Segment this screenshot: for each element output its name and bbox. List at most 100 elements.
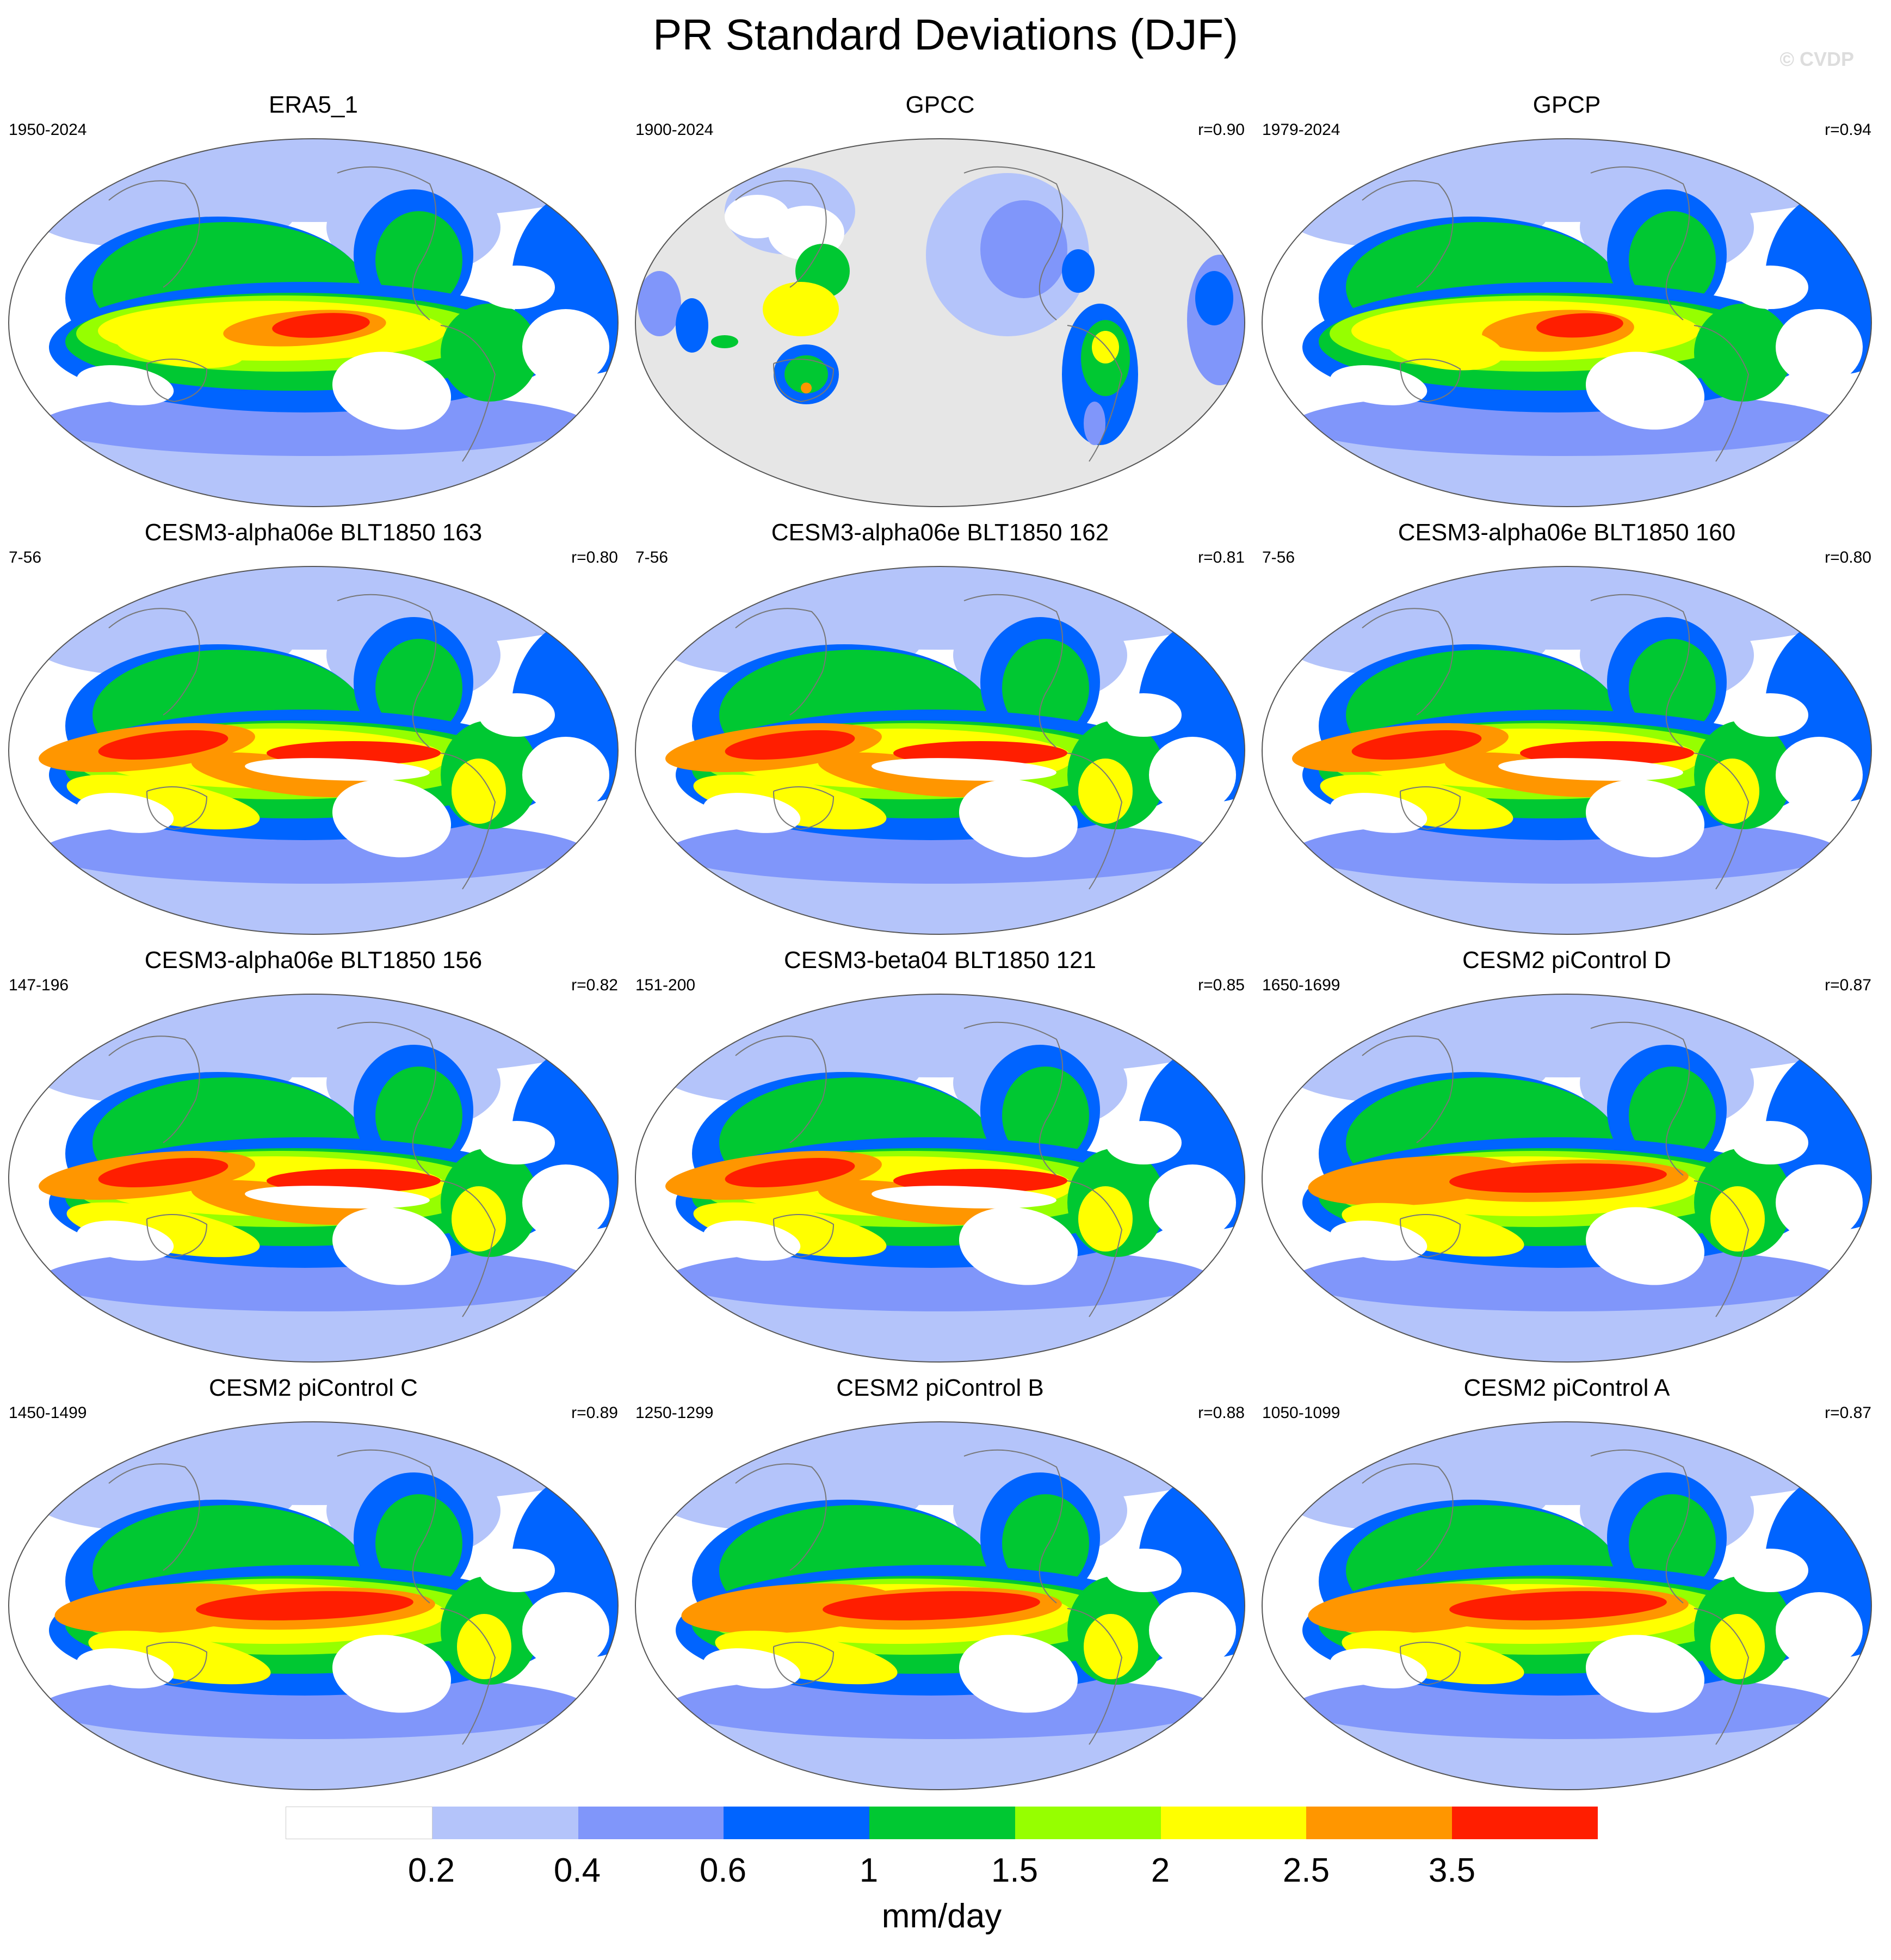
- dry-zone: [1585, 1207, 1705, 1285]
- precip-contour: [375, 1494, 462, 1592]
- coastline: [146, 1214, 208, 1258]
- colorbar-tick-label: 0.4: [553, 1852, 601, 1889]
- precip-contour: [457, 1614, 511, 1679]
- dry-zone: [959, 1207, 1078, 1285]
- dry-zone: [1732, 1121, 1808, 1164]
- precip-contour: [1342, 1203, 1524, 1257]
- coastlines: [1362, 166, 1750, 462]
- precip-contour: [1629, 1494, 1716, 1592]
- precip-contour: [1629, 1067, 1716, 1164]
- coastline: [1590, 1021, 1690, 1176]
- precip-contour: [1195, 271, 1233, 325]
- precip-contour: [1295, 818, 1839, 884]
- panel-correlation: r=0.82: [571, 976, 618, 994]
- map-panel: CESM3-alpha06e BLT1850 160 7-56 r=0.80: [1253, 519, 1880, 944]
- precip-contour: [1536, 313, 1623, 338]
- watermark: © CVDP: [1779, 48, 1854, 70]
- map-field: [1262, 1422, 1871, 1790]
- coastline: [963, 166, 1064, 320]
- coastline: [1694, 1608, 1750, 1745]
- map-panel: CESM2 piControl D 1650-1699 r=0.87: [1253, 947, 1880, 1371]
- precip-stddev-map: [8, 1421, 619, 1790]
- precip-contour: [693, 1202, 887, 1258]
- coastline: [440, 1608, 496, 1745]
- dry-zone: [1149, 737, 1236, 813]
- panel-correlation: r=0.88: [1198, 1404, 1245, 1422]
- coastline: [1694, 753, 1750, 890]
- precip-contour: [452, 1186, 506, 1252]
- colorbar-legend: 0.2 0.4 0.6 1 1.5 2 2.5 3.5 mm/day: [286, 1807, 1598, 1943]
- precip-contour: [668, 1674, 1212, 1739]
- precip-contour: [980, 200, 1067, 298]
- precip-contour: [801, 383, 812, 393]
- dry-zone: [1732, 1549, 1808, 1592]
- dry-zone: [703, 1221, 801, 1261]
- precip-contour: [196, 1591, 413, 1620]
- precip-contour: [1295, 1246, 1839, 1311]
- precip-contour: [98, 1158, 228, 1187]
- dry-zone: [522, 1164, 609, 1241]
- dry-zone: [76, 365, 174, 405]
- precip-stddev-map: [1262, 138, 1872, 507]
- dry-zone: [1330, 1648, 1427, 1688]
- coastline: [1590, 1449, 1690, 1604]
- precip-contour: [1320, 774, 1513, 830]
- colorbar-tick-label: 2: [1151, 1852, 1170, 1889]
- precip-contour: [66, 1202, 260, 1258]
- coastlines: [735, 594, 1123, 890]
- coastline: [108, 608, 200, 716]
- dry-zone: [1732, 266, 1808, 309]
- map-field: [635, 566, 1245, 934]
- precip-contour: [375, 1067, 462, 1164]
- dry-zone: [76, 793, 174, 833]
- precip-contour: [452, 759, 506, 824]
- coastline: [146, 359, 208, 403]
- dry-zone: [522, 1592, 609, 1668]
- map-border: [8, 566, 619, 935]
- panel-title: GPCC: [905, 91, 975, 118]
- dry-zone: [479, 266, 555, 309]
- precip-contour: [1084, 1614, 1138, 1679]
- precip-contour: [715, 1630, 898, 1685]
- precip-stddev-map: [8, 138, 619, 507]
- precip-contour: [1351, 730, 1482, 760]
- panel-period: 7-56: [635, 548, 669, 566]
- panel-title: CESM3-alpha06e BLT1850 160: [1398, 519, 1736, 546]
- dry-zone: [332, 1207, 452, 1285]
- precip-contour: [1002, 1494, 1089, 1592]
- colorbar-tick-label: 2.5: [1282, 1852, 1330, 1889]
- coastline: [735, 1036, 827, 1143]
- precip-contour: [1295, 1674, 1839, 1739]
- coastline: [773, 1642, 835, 1686]
- panel-title: CESM3-alpha06e BLT1850 162: [771, 519, 1109, 546]
- dry-zone: [1732, 693, 1808, 737]
- coastline: [1067, 325, 1123, 462]
- map-panel: CESM2 piControl C 1450-1499 r=0.89: [0, 1375, 627, 1799]
- coastline: [1400, 1214, 1461, 1258]
- coastline: [773, 786, 835, 830]
- colorbar-tick-label: 0.6: [699, 1852, 747, 1889]
- dry-zone: [76, 1221, 174, 1261]
- panel-period: 1450-1499: [9, 1404, 87, 1422]
- precip-contour: [245, 758, 430, 781]
- panel-title: CESM3-alpha06e BLT1850 163: [144, 519, 483, 546]
- coastline: [1362, 1036, 1454, 1143]
- coastline: [1694, 1180, 1750, 1317]
- dry-zone: [522, 737, 609, 813]
- coastline: [1590, 166, 1690, 320]
- coastlines: [1362, 1449, 1750, 1745]
- coastlines: [1362, 1021, 1750, 1317]
- panel-period: 1979-2024: [1262, 121, 1340, 139]
- map-panel: CESM3-alpha06e BLT1850 162 7-56 r=0.81: [627, 519, 1253, 944]
- coastline: [735, 180, 827, 288]
- colorbar-swatch: [578, 1807, 724, 1839]
- coastline: [108, 1036, 200, 1143]
- precip-contour: [1084, 402, 1105, 445]
- colorbar-units: mm/day: [881, 1897, 1002, 1935]
- panel-title: CESM3-alpha06e BLT1850 156: [144, 947, 483, 973]
- precip-contour: [711, 335, 738, 348]
- dry-zone: [1585, 1635, 1705, 1713]
- coastlines: [735, 166, 1123, 462]
- dry-zone: [703, 793, 801, 833]
- coastline: [735, 1463, 827, 1571]
